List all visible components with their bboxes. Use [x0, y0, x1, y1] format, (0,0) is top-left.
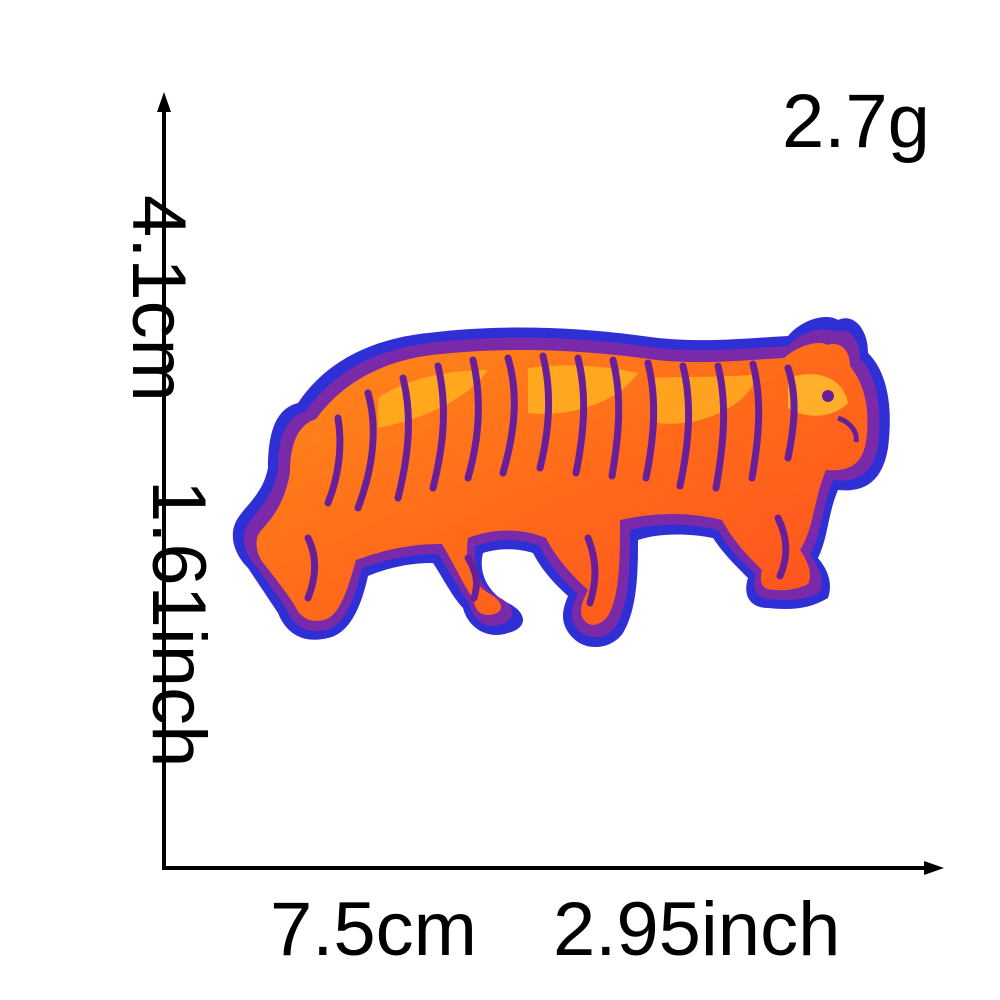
width-cm-label: 7.5cm: [270, 887, 477, 972]
tiger-stripes: [304, 352, 798, 607]
weight-label: 2.7g: [782, 79, 930, 164]
tiger-eye: [822, 390, 834, 402]
horizontal-axis-arrow-icon: [924, 861, 944, 875]
height-inch-label: 1.61inch: [136, 480, 221, 768]
tiger-patch-image: [232, 316, 890, 648]
width-inch-label: 2.95inch: [553, 887, 841, 972]
height-cm-label: 4.1cm: [116, 195, 201, 402]
vertical-axis-arrow-icon: [157, 92, 171, 112]
